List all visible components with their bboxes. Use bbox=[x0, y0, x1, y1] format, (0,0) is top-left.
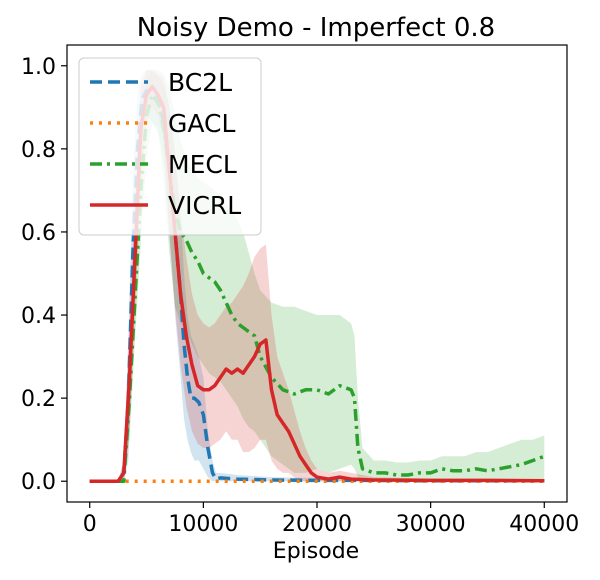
x-tick-label: 10000 bbox=[168, 512, 238, 537]
y-tick-label: 0.4 bbox=[21, 304, 56, 329]
legend-box bbox=[78, 57, 262, 236]
x-axis-label: Episode bbox=[273, 539, 359, 564]
y-tick-label: 1.0 bbox=[21, 55, 56, 80]
y-tick-label: 0.6 bbox=[21, 221, 56, 246]
y-tick-label: 0.2 bbox=[21, 387, 56, 412]
x-tick-label: 0 bbox=[83, 512, 97, 537]
x-tick-label: 30000 bbox=[396, 512, 466, 537]
legend-label-mecl: MECL bbox=[168, 150, 237, 179]
legend-label-vicrl: VICRL bbox=[168, 191, 241, 220]
band-bc2l bbox=[89, 69, 545, 482]
x-tick-label: 40000 bbox=[509, 512, 579, 537]
legend: BC2L GACL MECL VICRL bbox=[78, 57, 262, 236]
y-tick-label: 0.0 bbox=[21, 470, 56, 495]
y-axis: 0.0 0.2 0.4 0.6 0.8 1.0 bbox=[21, 55, 67, 495]
band-vicrl bbox=[89, 69, 545, 482]
y-tick-label: 0.8 bbox=[21, 138, 56, 163]
x-axis: 0 10000 20000 30000 40000 bbox=[83, 502, 579, 537]
chart-title: Noisy Demo - Imperfect 0.8 bbox=[137, 13, 495, 43]
legend-label-bc2l: BC2L bbox=[168, 68, 232, 97]
legend-label-gacl: GACL bbox=[168, 109, 235, 138]
x-tick-label: 20000 bbox=[282, 512, 352, 537]
